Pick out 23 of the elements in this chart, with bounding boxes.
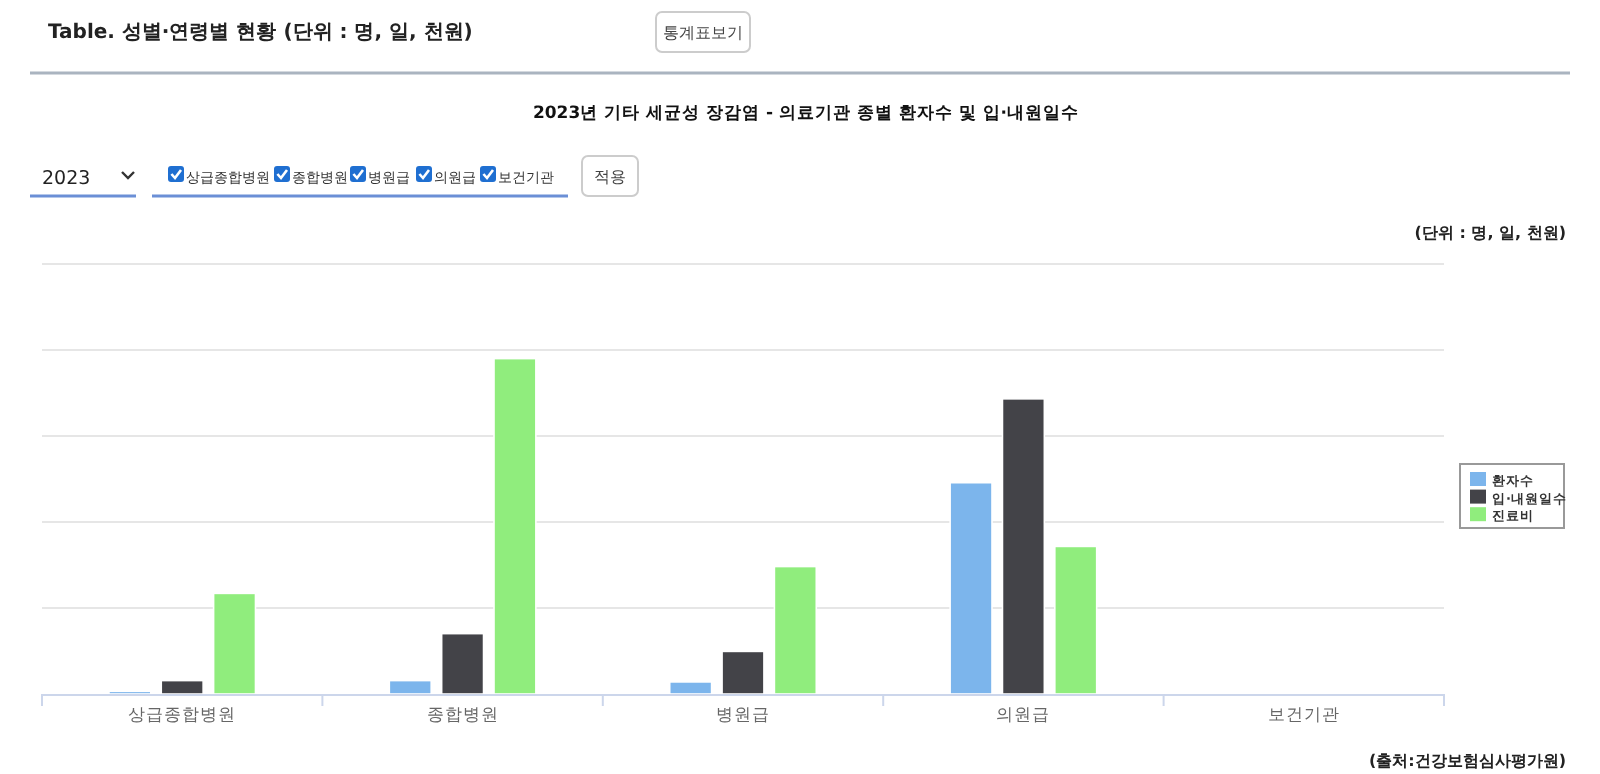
x-tick-label: 상급종합병원 (128, 706, 237, 726)
bar (212, 592, 257, 695)
bar (1054, 545, 1098, 695)
bar (668, 681, 713, 695)
select: 2023 (30, 168, 136, 198)
chart-title: 2023년 기타 세균성 장감염 - 의료기관 종별 환자수 및 입·내원일수 (532, 104, 1080, 124)
bar (440, 632, 485, 695)
text: Table. 성별·연령별 현황 (단위 : 명, 일, 천원) (48, 22, 473, 44)
x-tick-label: 보건기관 (1267, 706, 1340, 726)
bar (721, 650, 765, 695)
button: 적용 (581, 155, 639, 197)
bar (493, 357, 537, 695)
bar (160, 679, 204, 695)
x-tick-label: 종합병원 (426, 706, 499, 726)
bar (773, 565, 818, 695)
text: (단위 : 명, 일, 천원) (1414, 224, 1566, 242)
bar (1001, 398, 1046, 695)
bar (388, 679, 432, 695)
bar (949, 481, 993, 695)
text: (출처:건강보험심사평가원) (1368, 752, 1566, 770)
x-tick-label: 병원급 (716, 706, 770, 726)
x-tick-label: 의원급 (996, 706, 1051, 726)
button: 통계표보기 (655, 11, 751, 53)
